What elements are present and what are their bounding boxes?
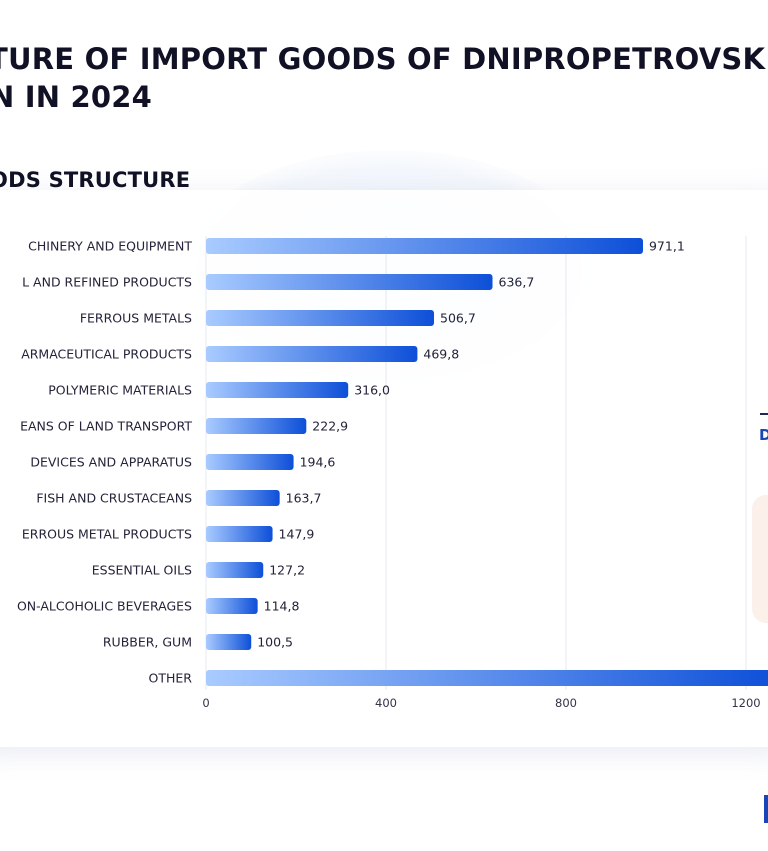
bars — [206, 238, 768, 686]
value-label: 100,5 — [257, 635, 293, 650]
category-label: ESSENTIAL OILS — [92, 563, 192, 578]
value-labels: 971,1 636,7 506,7 469,8 316,0 222,9 194,6 163,7… — [257, 239, 685, 650]
value-label: 147,9 — [279, 527, 315, 542]
x-tick-label: 400 — [375, 696, 397, 710]
side-info-box — [752, 495, 768, 623]
page-title-line2: N IN 2024 — [0, 80, 153, 114]
value-label: 163,7 — [286, 491, 322, 506]
bar — [206, 418, 307, 434]
category-label: RUBBER, GUM — [103, 635, 192, 650]
bar — [206, 670, 768, 686]
bar — [206, 274, 493, 290]
value-label: 222,9 — [312, 419, 348, 434]
value-label: 469,8 — [423, 347, 459, 362]
x-tick-label: 800 — [555, 696, 577, 710]
category-label: DEVICES AND APPARATUS — [30, 455, 192, 470]
x-axis-ticks: 0 400 800 1200 — [202, 696, 760, 710]
category-label: ON-ALCOHOLIC BEVERAGES — [17, 599, 192, 614]
category-label: ERROUS METAL PRODUCTS — [22, 527, 192, 542]
bar — [206, 526, 273, 542]
bar — [206, 598, 258, 614]
value-label: 316,0 — [354, 383, 390, 398]
side-text: D — [759, 426, 768, 444]
bar — [206, 454, 294, 470]
value-label: 127,2 — [269, 563, 305, 578]
category-label: L AND REFINED PRODUCTS — [22, 275, 192, 290]
bar — [206, 346, 418, 362]
corner-mark — [764, 795, 768, 823]
value-label: 636,7 — [499, 275, 535, 290]
chart-section-title: OODS STRUCTURE — [0, 168, 191, 192]
category-label: CHINERY AND EQUIPMENT — [28, 239, 192, 254]
category-labels: CHINERY AND EQUIPMENT L AND REFINED PRODU… — [17, 239, 192, 686]
bar — [206, 238, 643, 254]
side-dash-decoration — [760, 413, 768, 415]
category-label: ARMACEUTICAL PRODUCTS — [21, 347, 192, 362]
category-label: EANS OF LAND TRANSPORT — [20, 419, 192, 434]
category-label: OTHER — [149, 671, 193, 686]
category-label: POLYMERIC MATERIALS — [48, 383, 192, 398]
bar — [206, 490, 280, 506]
bar — [206, 382, 349, 398]
value-label: 194,6 — [300, 455, 336, 470]
value-label: 971,1 — [649, 239, 685, 254]
page-title: TURE OF IMPORT GOODS OF DNIPROPETROVSK N… — [0, 40, 765, 116]
page-title-line1: TURE OF IMPORT GOODS OF DNIPROPETROVSK — [0, 42, 766, 76]
value-label: 506,7 — [440, 311, 476, 326]
bar — [206, 562, 264, 578]
value-label: 114,8 — [264, 599, 300, 614]
bar — [206, 310, 435, 326]
bar — [206, 634, 252, 650]
x-tick-label: 0 — [202, 696, 209, 710]
x-tick-label: 1200 — [731, 696, 760, 710]
category-label: FISH AND CRUSTACEANS — [36, 491, 192, 506]
category-label: FERROUS METALS — [80, 311, 192, 326]
